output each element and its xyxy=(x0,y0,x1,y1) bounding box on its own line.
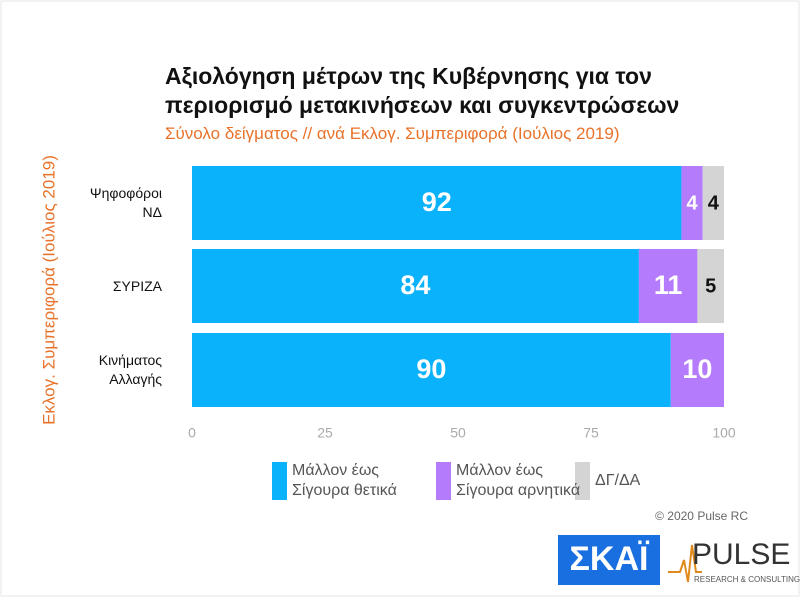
x-tick-label: 25 xyxy=(317,425,333,441)
x-tick-label: 0 xyxy=(188,425,196,441)
legend-label: Μάλλον έως Σίγουρα θετικά xyxy=(292,462,397,499)
pulse-logo: PULSE xyxy=(692,538,790,571)
x-tick-label: 75 xyxy=(583,425,599,441)
bar-segment xyxy=(192,249,639,323)
category-label: ΣΥΡΙΖΑ xyxy=(112,277,162,294)
category-label: Κινήματος Αλλαγής xyxy=(98,352,162,387)
y-axis-label: Εκλογ. Συμπεριφορά (Ιούλιος 2019) xyxy=(39,155,58,425)
legend-swatch xyxy=(272,462,287,500)
legend-swatch xyxy=(436,462,451,500)
skai-logo-box xyxy=(558,535,660,585)
chart-title: Αξιολόγηση μέτρων της Κυβέρνησης για τον… xyxy=(165,63,680,118)
value-label: 10 xyxy=(682,354,712,384)
legend-label: ΔΓ/ΔΑ xyxy=(595,472,641,489)
legend-swatch xyxy=(575,462,590,500)
value-label: 4 xyxy=(687,192,699,214)
bar-segment xyxy=(681,166,703,240)
value-label: 11 xyxy=(654,270,683,300)
bar-segment xyxy=(638,249,698,323)
pulse-icon xyxy=(668,544,702,583)
x-tick-label: 100 xyxy=(712,425,736,441)
bar-segment xyxy=(192,166,682,240)
category-label: Ψηφοφόροι ΝΔ xyxy=(89,185,162,220)
value-label: 84 xyxy=(400,270,430,300)
bar-segment xyxy=(192,333,671,407)
bar-segment xyxy=(670,333,724,407)
legend-label: Μάλλον έως Σίγουρα αρνητικά xyxy=(456,462,581,499)
bar-segment xyxy=(697,249,724,323)
value-label: 5 xyxy=(705,275,716,297)
bar-segment xyxy=(702,166,724,240)
chart-subtitle: Σύνολο δείγματος // ανά Εκλογ. Συμπεριφο… xyxy=(165,124,620,143)
value-label: 4 xyxy=(708,192,720,214)
skai-logo: ΣΚΑΪ xyxy=(570,540,651,578)
copyright: © 2020 Pulse RC xyxy=(655,509,748,523)
x-tick-label: 50 xyxy=(450,425,466,441)
value-label: 90 xyxy=(416,354,446,384)
value-label: 92 xyxy=(422,187,452,217)
pulse-logo-sub: RESEARCH & CONSULTING xyxy=(694,575,800,584)
